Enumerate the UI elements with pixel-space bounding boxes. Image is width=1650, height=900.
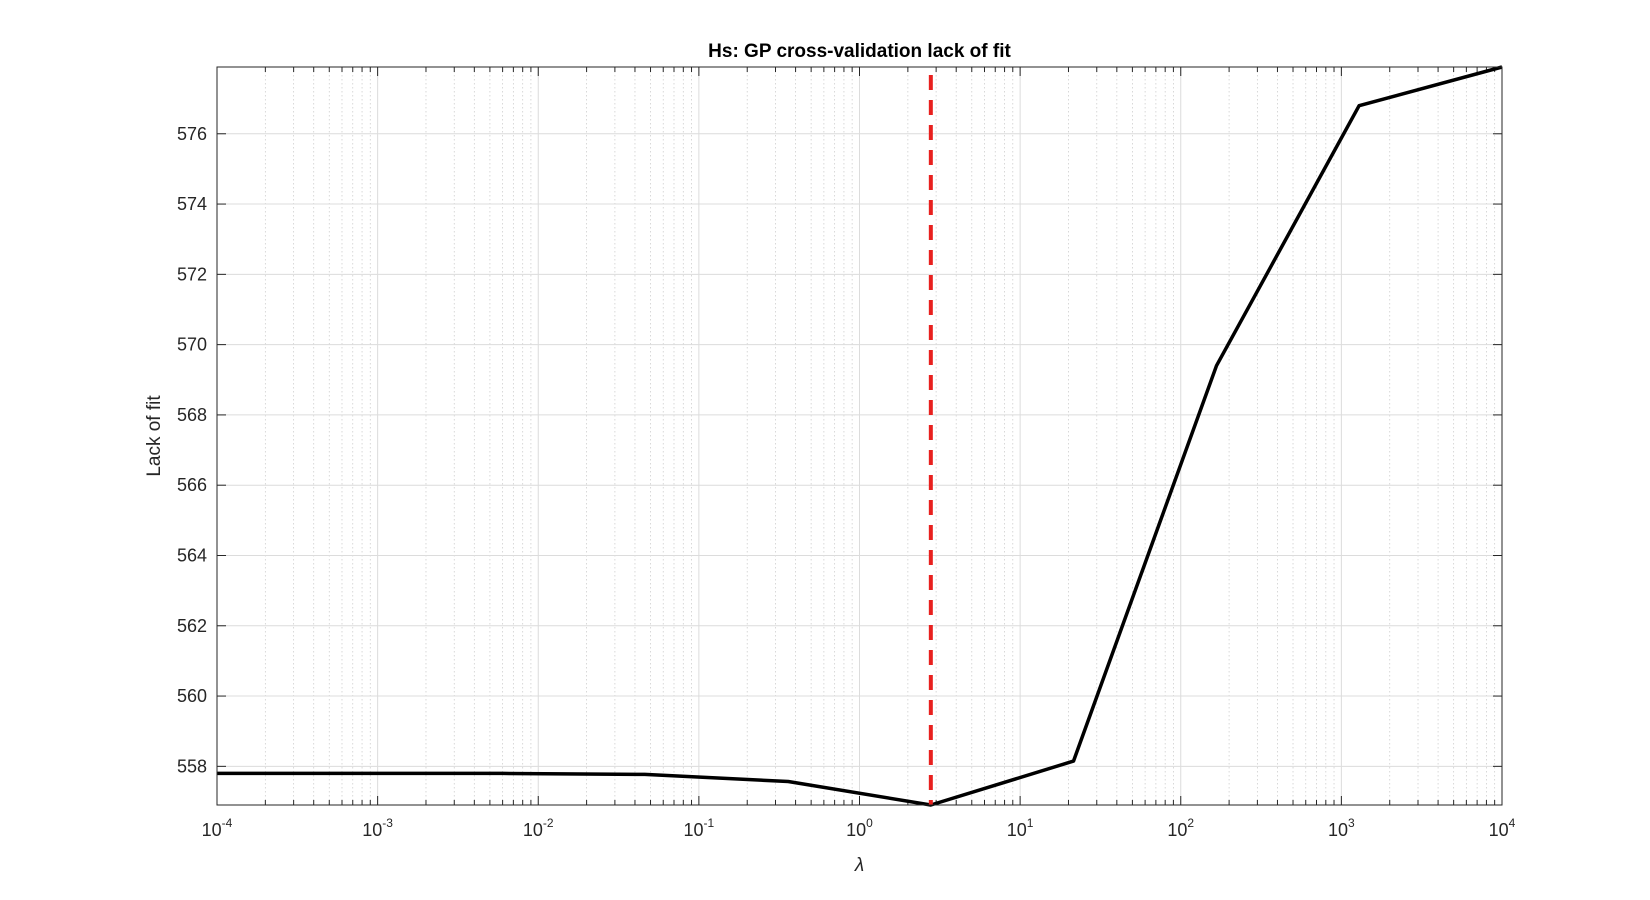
x-tick-label: 100 — [846, 816, 873, 840]
axis-ticks — [216, 67, 1503, 805]
y-tick-label: 558 — [177, 756, 207, 776]
x-tick-label: 10-3 — [362, 816, 393, 840]
x-tick-label: 10-1 — [684, 816, 715, 840]
y-tick-label: 574 — [177, 194, 207, 214]
y-tick-label: 566 — [177, 475, 207, 495]
x-tick-labels: 10-4 10-3 10-2 10-1 100 101 102 103 104 — [202, 816, 1516, 840]
y-tick-labels: 558 560 562 564 566 568 570 572 574 576 — [177, 124, 207, 777]
y-tick-label: 572 — [177, 264, 207, 284]
series-layer — [217, 65, 1503, 807]
x-tick-label: 104 — [1489, 816, 1516, 840]
y-tick-label: 562 — [177, 616, 207, 636]
x-tick-label: 103 — [1328, 816, 1355, 840]
y-tick-label: 568 — [177, 405, 207, 425]
x-tick-label: 10-2 — [523, 816, 554, 840]
x-tick-label: 10-4 — [202, 816, 233, 840]
y-tick-label: 564 — [177, 545, 207, 565]
y-axis-label: Lack of fit — [144, 395, 165, 477]
x-axis-label: λ — [854, 855, 864, 876]
minor-grid — [264, 67, 1496, 805]
x-tick-label: 102 — [1167, 816, 1194, 840]
axes-box — [216, 66, 1503, 806]
y-tick-label: 560 — [177, 686, 207, 706]
series-line — [217, 65, 1503, 807]
y-tick-label: 576 — [177, 124, 207, 144]
chart-title: Hs: GP cross-validation lack of fit — [708, 41, 1011, 62]
y-tick-label: 570 — [177, 335, 207, 355]
x-tick-label: 101 — [1007, 816, 1034, 840]
